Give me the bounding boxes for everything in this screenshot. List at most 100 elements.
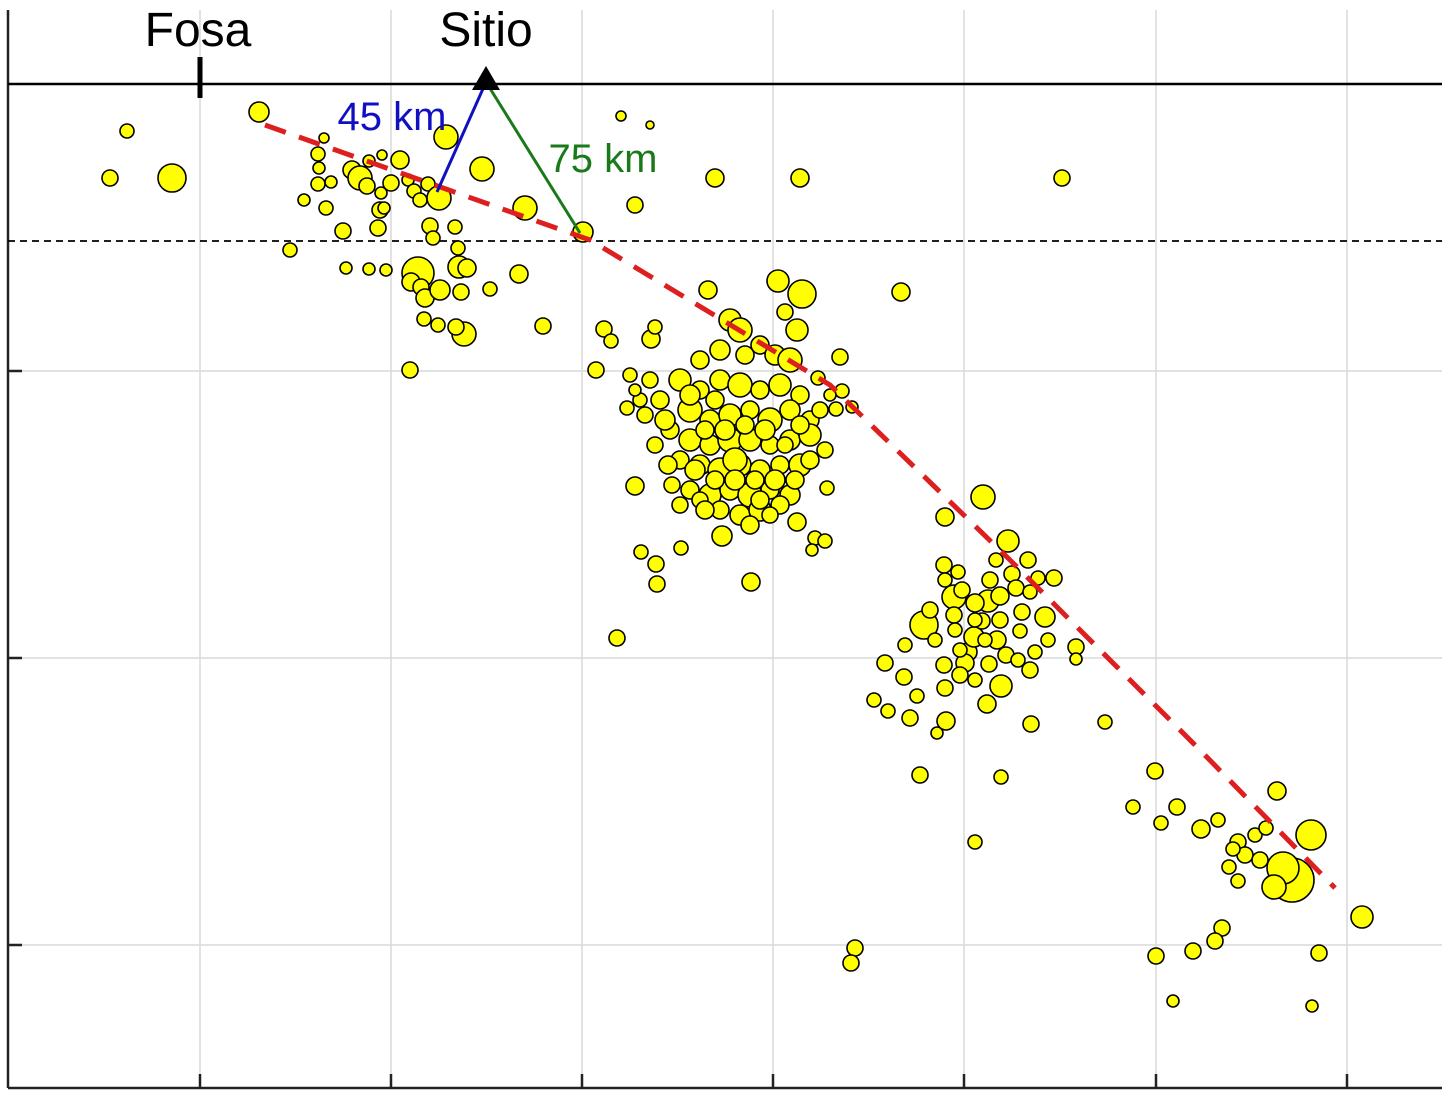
event-marker [930, 726, 944, 740]
event-marker [1040, 632, 1056, 648]
event-marker [819, 480, 835, 496]
event-marker [310, 176, 326, 192]
event-marker [339, 261, 353, 275]
event-marker [880, 703, 896, 719]
event-marker [119, 123, 135, 139]
event-marker [945, 606, 963, 624]
event-marker [695, 500, 715, 520]
event-marker [1034, 606, 1056, 628]
event-marker [800, 450, 820, 470]
event-marker [416, 311, 432, 327]
event-marker [1247, 827, 1263, 843]
event-marker [866, 692, 882, 708]
event-marker [741, 572, 761, 592]
event-marker [1305, 999, 1319, 1013]
event-marker [695, 420, 715, 440]
event-marker [936, 679, 954, 697]
event-marker [1295, 819, 1327, 851]
event-marker [754, 419, 776, 441]
event-marker [952, 642, 968, 658]
event-marker [1021, 661, 1039, 679]
event-marker [937, 572, 953, 588]
event-marker [1097, 714, 1113, 730]
event-marker [996, 529, 1020, 553]
event-marker [790, 385, 810, 405]
event-marker [988, 552, 1004, 568]
event-marker [779, 399, 801, 421]
events-layer [101, 101, 1374, 1013]
labels-layer: Fosa Sitio 45 km 75 km [145, 4, 658, 181]
event-marker [698, 280, 718, 300]
event-marker [334, 222, 352, 240]
event-marker [1146, 762, 1164, 780]
event-marker [834, 383, 850, 399]
event-marker [714, 419, 736, 441]
event-marker [711, 525, 733, 547]
event-marker [1166, 994, 1180, 1008]
event-marker [312, 161, 326, 175]
event-marker [776, 303, 794, 321]
event-marker [901, 709, 919, 727]
event-marker [633, 544, 649, 560]
event-marker [157, 163, 187, 193]
event-marker [1261, 874, 1287, 900]
event-marker [785, 470, 805, 490]
event-marker [951, 666, 969, 684]
event-marker [379, 263, 393, 277]
event-marker [648, 575, 666, 593]
event-marker [846, 939, 864, 957]
event-marker [953, 581, 971, 599]
event-marker [663, 476, 681, 494]
event-marker [420, 176, 436, 192]
event-marker [615, 110, 627, 122]
event-marker [947, 622, 963, 638]
event-marker [724, 469, 746, 491]
event-marker [993, 769, 1009, 785]
event-marker [457, 258, 477, 278]
event-marker [374, 186, 388, 200]
event-marker [318, 132, 330, 144]
event-marker [679, 384, 701, 406]
event-marker [310, 146, 326, 162]
event-marker [433, 124, 459, 150]
event-marker [658, 455, 678, 475]
event-marker [1013, 603, 1031, 621]
event-marker [587, 361, 605, 379]
event-marker [1007, 579, 1025, 597]
event-marker [647, 319, 663, 335]
event-marker [447, 219, 463, 235]
event-marker [1125, 799, 1141, 815]
event-marker [911, 766, 929, 784]
event-marker [761, 506, 779, 524]
event-marker [619, 400, 635, 416]
event-marker [785, 318, 809, 342]
event-marker [1153, 815, 1169, 831]
event-marker [625, 476, 645, 496]
event-marker [1022, 584, 1038, 600]
event-marker [722, 447, 748, 473]
distance-label-75km: 75 km [549, 137, 658, 181]
event-marker [469, 156, 495, 182]
event-marker [811, 401, 829, 419]
event-marker [690, 350, 710, 370]
event-marker [709, 339, 731, 361]
event-marker [1010, 652, 1026, 668]
event-marker [1230, 873, 1246, 889]
event-marker [950, 564, 966, 580]
event-marker [909, 688, 925, 704]
event-marker [709, 369, 731, 391]
event-marker [382, 174, 400, 192]
event-marker [1206, 932, 1224, 950]
event-marker [989, 674, 1013, 698]
event-marker [626, 196, 644, 214]
event-marker [768, 373, 792, 397]
event-marker [965, 593, 985, 613]
event-marker [831, 348, 849, 366]
event-marker [377, 201, 391, 215]
event-marker [608, 629, 626, 647]
event-marker [603, 333, 619, 349]
event-marker [101, 169, 119, 187]
event-marker [980, 655, 998, 673]
event-marker [297, 193, 311, 207]
